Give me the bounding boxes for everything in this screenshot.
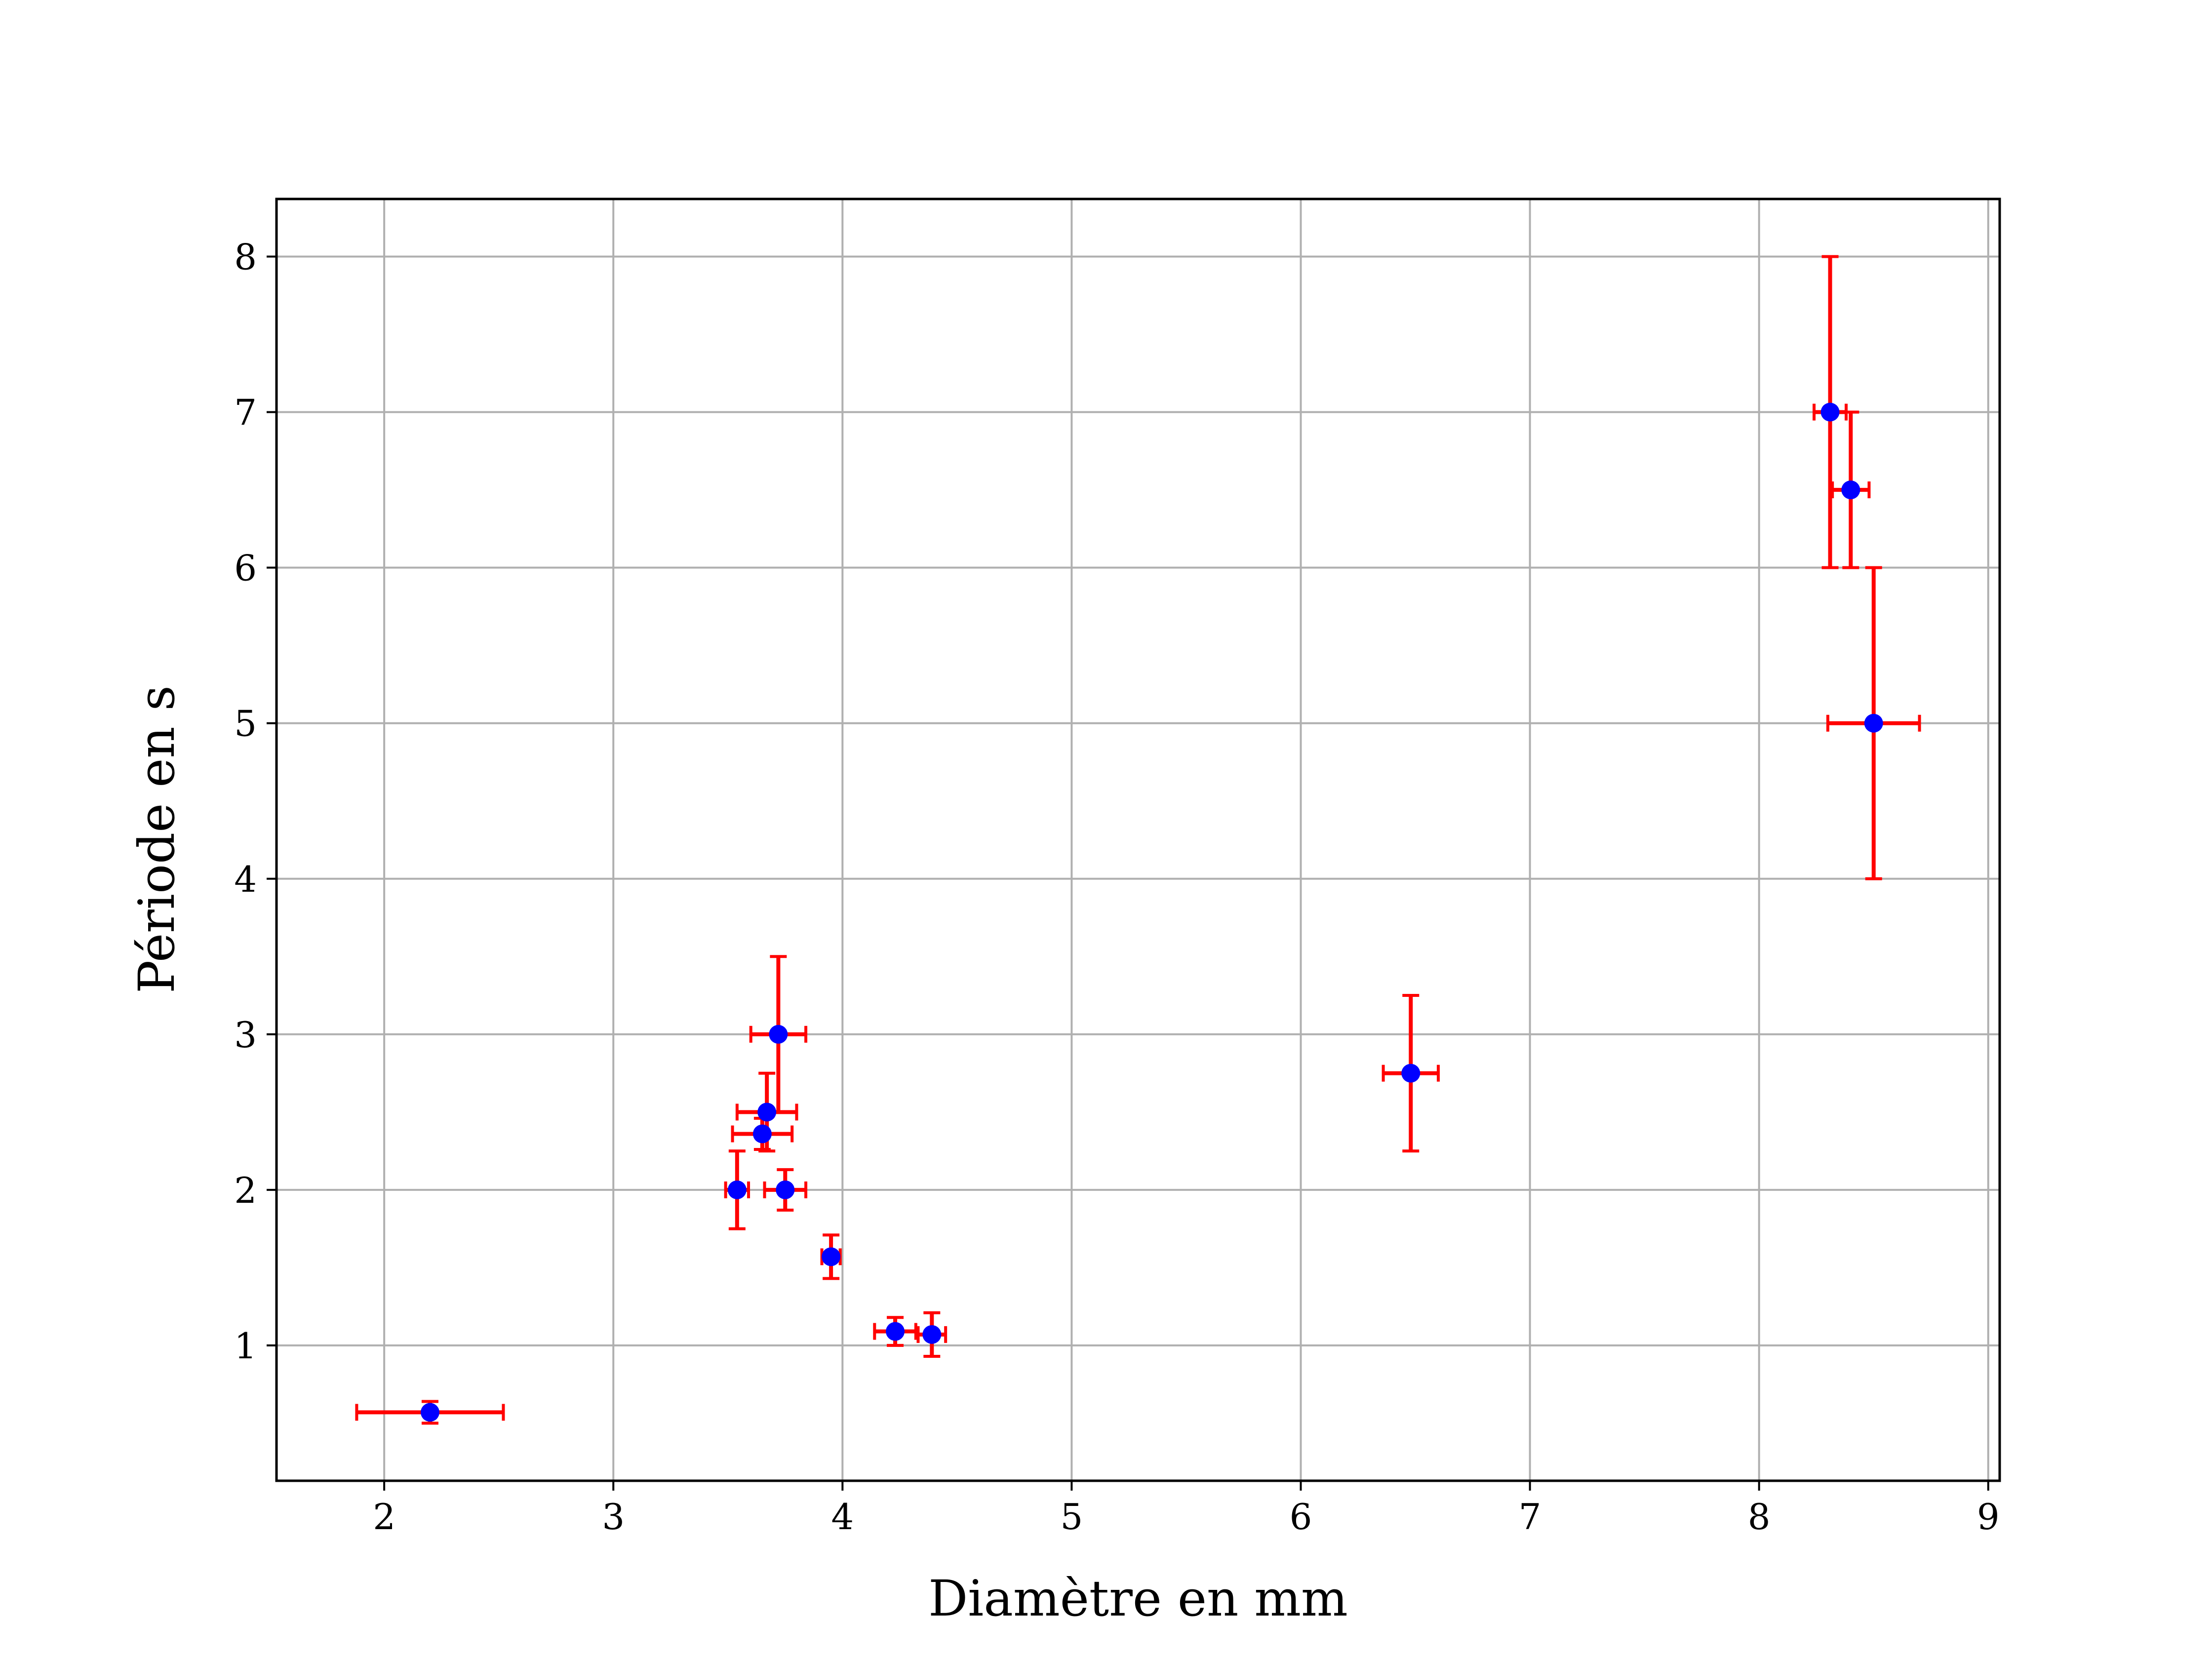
- x-tick-label: 8: [1748, 1496, 1771, 1538]
- x-tick-label: 4: [831, 1496, 854, 1538]
- data-point: [922, 1325, 942, 1344]
- x-tick-label: 5: [1061, 1496, 1083, 1538]
- x-tick-label: 9: [1977, 1496, 2000, 1538]
- data-point: [1401, 1064, 1421, 1083]
- x-tick-label: 7: [1519, 1496, 1541, 1538]
- data-points: [420, 402, 1883, 1422]
- y-tick-label: 4: [234, 859, 257, 900]
- data-point: [752, 1124, 772, 1144]
- data-point: [1841, 480, 1860, 500]
- x-tick-label: 3: [602, 1496, 625, 1538]
- y-tick-label: 2: [234, 1170, 257, 1211]
- data-point: [727, 1180, 747, 1199]
- x-tick-label: 6: [1290, 1496, 1312, 1538]
- x-tick-label: 2: [373, 1496, 395, 1538]
- data-point: [1864, 713, 1883, 733]
- x-axis-title: Diamètre en mm: [928, 1570, 1348, 1627]
- y-tick-label: 6: [234, 548, 257, 589]
- data-point: [776, 1180, 795, 1199]
- y-tick-label: 5: [234, 703, 257, 745]
- data-point: [886, 1322, 905, 1341]
- data-point: [769, 1025, 788, 1044]
- plot-frame: [275, 198, 2001, 1482]
- y-tick-label: 8: [234, 237, 257, 278]
- data-point: [420, 1403, 439, 1422]
- data-point: [822, 1247, 841, 1266]
- data-point: [757, 1103, 777, 1122]
- y-axis-title: Période en s: [128, 685, 186, 993]
- y-tick-label: 7: [234, 392, 257, 434]
- axis-ticks: 2 3 4 5 6 7 8 9 1 2 3 4 5 6 7 8: [234, 237, 2000, 1538]
- data-point: [1820, 402, 1840, 422]
- grid: [276, 199, 2000, 1481]
- y-tick-label: 3: [234, 1014, 257, 1056]
- y-tick-label: 1: [234, 1325, 257, 1367]
